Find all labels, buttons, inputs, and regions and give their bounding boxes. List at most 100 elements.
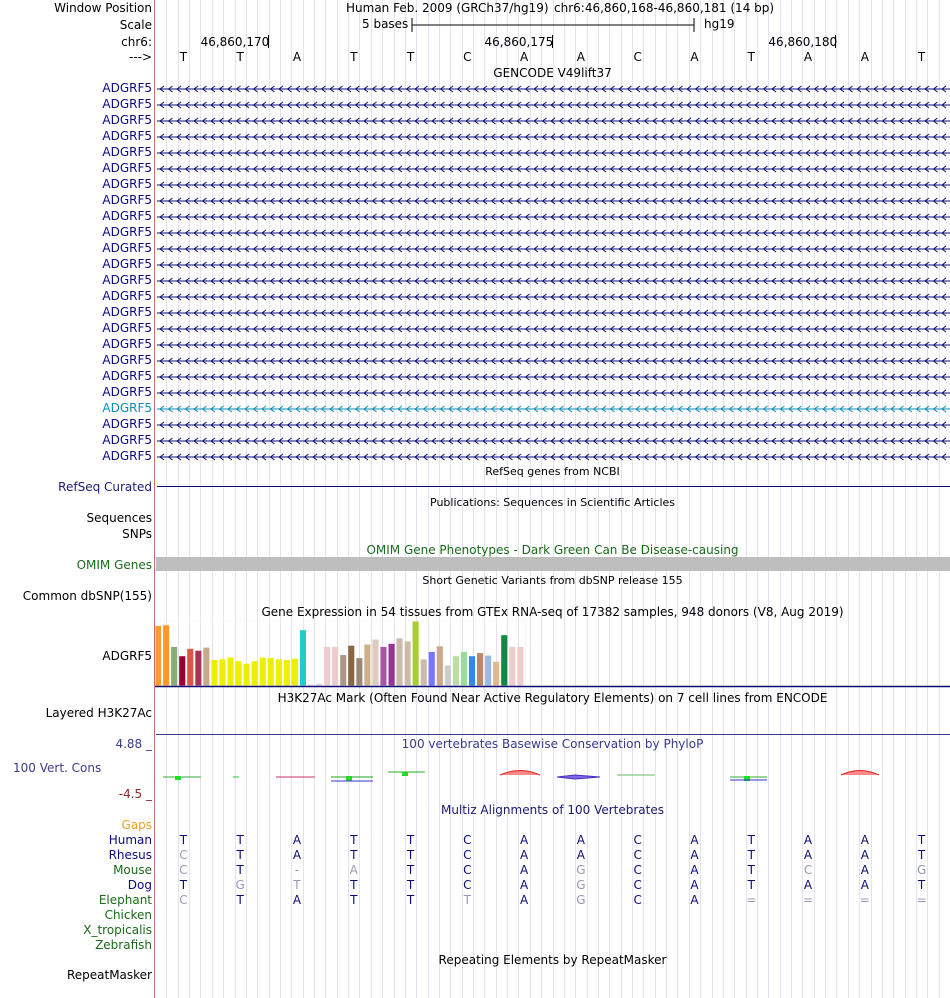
alignment-base: T bbox=[179, 878, 188, 892]
gencode-transcript-label[interactable]: ADGRF5 bbox=[102, 337, 152, 351]
gencode-transcript-label[interactable]: ADGRF5 bbox=[102, 241, 152, 255]
h3k27ac-track-title: H3K27Ac Mark (Often Found Near Active Re… bbox=[277, 691, 828, 705]
gencode-transcript-line[interactable] bbox=[157, 292, 950, 302]
gencode-transcript-label[interactable]: ADGRF5 bbox=[102, 113, 152, 127]
alignment-base: A bbox=[519, 878, 529, 892]
gencode-transcript-line[interactable] bbox=[157, 228, 950, 238]
alignment-base: A bbox=[690, 863, 699, 877]
gencode-transcript-line[interactable] bbox=[157, 324, 950, 334]
position-readout[interactable]: chr6:46,860,168-46,860,181 (14 bp) bbox=[554, 1, 775, 15]
gencode-transcript-label[interactable]: ADGRF5 bbox=[102, 177, 152, 191]
gencode-transcript-label[interactable]: ADGRF5 bbox=[102, 401, 152, 415]
dbsnp-track-label[interactable]: Common dbSNP(155) bbox=[22, 589, 152, 603]
alignment-base: A bbox=[519, 833, 529, 847]
gencode-transcript-line[interactable] bbox=[157, 308, 950, 318]
gencode-transcript-label[interactable]: ADGRF5 bbox=[102, 273, 152, 287]
alignment-base: T bbox=[350, 893, 358, 907]
gencode-transcript-label[interactable]: ADGRF5 bbox=[102, 97, 152, 111]
gencode-transcript-line[interactable] bbox=[157, 84, 950, 94]
gtex-tissue-bar bbox=[179, 656, 186, 686]
gencode-transcript-line[interactable] bbox=[157, 452, 950, 462]
gencode-transcript-line[interactable] bbox=[157, 340, 950, 350]
gencode-transcript-label[interactable]: ADGRF5 bbox=[102, 353, 152, 367]
alignment-base: C bbox=[633, 893, 642, 907]
sequences-label[interactable]: Sequences bbox=[86, 511, 152, 525]
refseq-track-label[interactable]: RefSeq Curated bbox=[58, 480, 152, 494]
gencode-transcript-line[interactable] bbox=[157, 244, 950, 254]
repeatmasker-track-label[interactable]: RepeatMasker bbox=[66, 968, 152, 982]
gencode-transcript-label[interactable]: ADGRF5 bbox=[102, 209, 152, 223]
alignment-base: A bbox=[292, 893, 302, 907]
gencode-transcript-label[interactable]: ADGRF5 bbox=[102, 81, 152, 95]
gtex-bar-chart[interactable] bbox=[155, 620, 950, 688]
gencode-transcript-line[interactable] bbox=[157, 196, 950, 206]
gencode-transcript-line[interactable] bbox=[157, 100, 950, 110]
gencode-transcript-line[interactable] bbox=[157, 212, 950, 222]
alignment-base: A bbox=[803, 878, 813, 892]
gencode-transcript-label[interactable]: ADGRF5 bbox=[102, 321, 152, 335]
species-label[interactable]: Dog bbox=[127, 878, 152, 892]
gencode-transcript-line[interactable] bbox=[157, 260, 950, 270]
alignment-base: - bbox=[294, 863, 300, 877]
gencode-transcript-line[interactable] bbox=[157, 388, 950, 398]
alignment-base: T bbox=[747, 863, 755, 877]
gencode-transcript-label[interactable]: ADGRF5 bbox=[102, 305, 152, 319]
gencode-transcript-line[interactable] bbox=[157, 276, 950, 286]
base-letter: A bbox=[803, 50, 813, 64]
species-label[interactable]: Chicken bbox=[104, 908, 152, 922]
assembly-name[interactable]: Human Feb. 2009 (GRCh37/hg19) bbox=[346, 1, 549, 15]
omim-gene-bar[interactable] bbox=[156, 557, 950, 571]
gtex-tissue-bar bbox=[187, 648, 194, 686]
gencode-transcript-line[interactable] bbox=[157, 164, 950, 174]
gtex-tissue-bar bbox=[219, 659, 226, 686]
gencode-transcript-line[interactable] bbox=[157, 180, 950, 190]
alignment-base: A bbox=[519, 848, 529, 862]
gencode-transcript-line[interactable] bbox=[157, 436, 950, 446]
gtex-tissue-bar bbox=[469, 656, 476, 686]
alignment-base: T bbox=[236, 848, 244, 862]
gencode-transcript-label[interactable]: ADGRF5 bbox=[102, 225, 152, 239]
gencode-transcript-label[interactable]: ADGRF5 bbox=[102, 417, 152, 431]
gtex-track-label[interactable]: ADGRF5 bbox=[102, 649, 152, 663]
omim-track-label[interactable]: OMIM Genes bbox=[76, 558, 152, 572]
alignment-base: T bbox=[179, 833, 188, 847]
gencode-transcript-label[interactable]: ADGRF5 bbox=[102, 369, 152, 383]
species-label[interactable]: Elephant bbox=[98, 893, 152, 907]
gencode-transcript-label[interactable]: ADGRF5 bbox=[102, 289, 152, 303]
gencode-transcript-label[interactable]: ADGRF5 bbox=[102, 129, 152, 143]
species-label[interactable]: Zebrafish bbox=[95, 938, 152, 952]
h3k27ac-track-label[interactable]: Layered H3K27Ac bbox=[45, 706, 152, 720]
base-letter: T bbox=[236, 50, 244, 64]
gencode-transcript-line[interactable] bbox=[157, 356, 950, 366]
alignment-base: T bbox=[463, 893, 471, 907]
gencode-transcript-label[interactable]: ADGRF5 bbox=[102, 193, 152, 207]
refseq-gene-line[interactable] bbox=[157, 486, 950, 487]
conservation-plot[interactable] bbox=[155, 764, 950, 786]
gencode-transcript-line[interactable] bbox=[157, 372, 950, 382]
gencode-transcript-line[interactable] bbox=[157, 404, 950, 414]
gencode-transcript-label[interactable]: ADGRF5 bbox=[102, 449, 152, 463]
conservation-track-label[interactable]: 100 Vert. Cons bbox=[13, 761, 102, 775]
gencode-transcript-line[interactable] bbox=[157, 132, 950, 142]
species-label[interactable]: Rhesus bbox=[108, 848, 152, 862]
gencode-transcript-label[interactable]: ADGRF5 bbox=[102, 385, 152, 399]
gtex-tissue-bar bbox=[428, 651, 435, 686]
snps-label[interactable]: SNPs bbox=[122, 527, 152, 541]
gencode-transcript-line[interactable] bbox=[157, 148, 950, 158]
species-label[interactable]: Human bbox=[108, 833, 152, 847]
species-label[interactable]: Mouse bbox=[113, 863, 152, 877]
refseq-track-title: RefSeq genes from NCBI bbox=[485, 465, 620, 478]
gencode-transcript-line[interactable] bbox=[157, 420, 950, 430]
dbsnp-track-title: Short Genetic Variants from dbSNP releas… bbox=[422, 574, 683, 587]
conservation-max-label: 4.88 _ bbox=[115, 737, 152, 751]
alignment-base: A bbox=[519, 893, 529, 907]
gencode-transcript-label[interactable]: ADGRF5 bbox=[102, 257, 152, 271]
gencode-transcript-line[interactable] bbox=[157, 116, 950, 126]
gencode-transcript-label[interactable]: ADGRF5 bbox=[102, 433, 152, 447]
alignment-base: A bbox=[803, 833, 813, 847]
ruler-tick-label: 46,860,175 bbox=[484, 35, 554, 49]
gtex-tissue-bar bbox=[227, 657, 234, 686]
gencode-transcript-label[interactable]: ADGRF5 bbox=[102, 145, 152, 159]
species-label[interactable]: X_tropicalis bbox=[83, 923, 152, 937]
gencode-transcript-label[interactable]: ADGRF5 bbox=[102, 161, 152, 175]
